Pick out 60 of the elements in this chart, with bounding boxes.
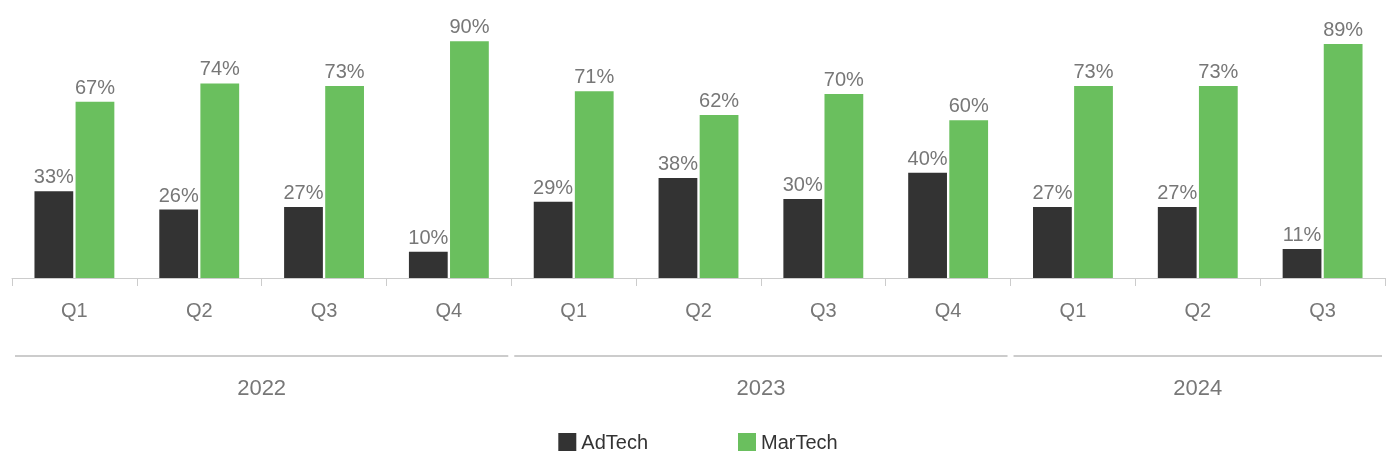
- text: 2023: [736, 374, 786, 400]
- text: 2022: [237, 374, 287, 400]
- data-label: 30%: [782, 173, 823, 196]
- bar: [75, 101, 115, 278]
- bar: [1157, 206, 1197, 278]
- bar: [908, 172, 947, 278]
- x-tick-label: Q4: [435, 299, 463, 321]
- legend-label: MarTech: [761, 431, 838, 453]
- data-label: 11%: [1282, 223, 1322, 246]
- x-tick-label: Q3: [310, 299, 338, 321]
- bar: [658, 178, 698, 278]
- data-label: 27%: [1032, 180, 1073, 203]
- bar: [1198, 86, 1238, 278]
- data-label: 27%: [283, 180, 324, 203]
- data-label: 60%: [948, 94, 989, 117]
- bar: [699, 114, 739, 278]
- data-label: 70%: [823, 67, 865, 90]
- data-label: 73%: [324, 60, 365, 83]
- data-label: 73%: [1073, 60, 1114, 83]
- bar: [533, 201, 573, 278]
- bar: [34, 191, 74, 278]
- bar: [824, 93, 864, 278]
- x-tick-label: Q4: [934, 299, 962, 321]
- bar: [200, 83, 240, 278]
- bar: [325, 86, 364, 278]
- x-tick-label: Q1: [1059, 299, 1087, 321]
- data-label: 62%: [699, 88, 740, 111]
- data-label: 90%: [449, 15, 490, 38]
- x-tick-label: Q3: [809, 299, 837, 321]
- x-tick-label: Q2: [1184, 299, 1212, 321]
- bar: [408, 251, 448, 278]
- data-label: 10%: [408, 225, 449, 248]
- data-label: 74%: [199, 57, 241, 80]
- bar: [1282, 249, 1322, 278]
- x-tick-label: Q1: [61, 299, 88, 321]
- bar: [1033, 206, 1072, 278]
- data-label: 29%: [533, 175, 574, 198]
- x-tick-label: Q3: [1309, 299, 1336, 321]
- bar: [450, 41, 489, 278]
- bar: [949, 120, 989, 278]
- bar: [1074, 86, 1113, 278]
- data-label: 33%: [33, 165, 75, 188]
- data-label: 73%: [1198, 60, 1239, 83]
- data-label: 89%: [1323, 17, 1364, 40]
- x-tick-label: Q2: [685, 299, 712, 321]
- bar: [783, 199, 823, 278]
- legend-label: AdTech: [581, 431, 649, 453]
- data-label: 27%: [1157, 180, 1198, 203]
- bar: [1323, 43, 1363, 278]
- data-label: 38%: [657, 152, 699, 175]
- x-tick-label: Q2: [185, 299, 213, 321]
- data-label: 71%: [574, 65, 615, 88]
- bar: [284, 206, 323, 278]
- bar: [574, 91, 614, 278]
- data-label: 40%: [907, 146, 948, 169]
- x-tick-label: Q1: [560, 299, 588, 321]
- bar: [159, 209, 199, 278]
- text: 2024: [1173, 374, 1223, 400]
- data-label: 67%: [74, 75, 116, 98]
- data-label: 26%: [158, 183, 199, 206]
